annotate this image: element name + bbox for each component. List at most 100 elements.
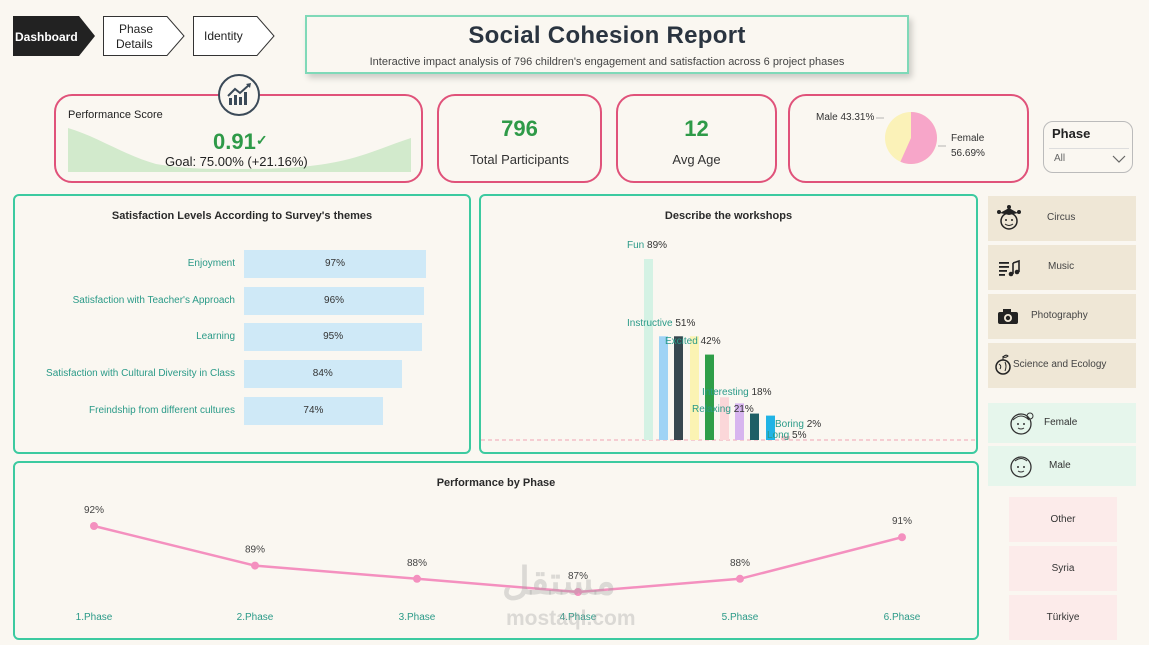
phase-axis-label: 5.Phase bbox=[722, 612, 759, 623]
nav-identity-button[interactable]: Identity bbox=[193, 16, 275, 56]
workshop-bar[interactable] bbox=[781, 435, 790, 440]
filter-science-button[interactable]: Science and Ecology bbox=[988, 343, 1136, 388]
performance-score-label: Performance Score bbox=[68, 109, 163, 121]
pie-male-label: Male 43.31% bbox=[816, 112, 875, 123]
filter-music-label: Music bbox=[1048, 261, 1075, 272]
phase-value-label: 91% bbox=[892, 516, 912, 527]
nav-phase-details-label-2: Details bbox=[116, 37, 153, 51]
phase-point[interactable] bbox=[90, 522, 98, 530]
nav-phase-details-label-1: Phase bbox=[119, 22, 154, 36]
nav-dashboard-button[interactable]: Dashboard bbox=[13, 16, 95, 56]
workshop-label: Fun 89% bbox=[627, 240, 667, 251]
filter-female-button[interactable]: Female bbox=[988, 403, 1136, 443]
filter-female-label: Female bbox=[1044, 417, 1078, 428]
phase-value-label: 92% bbox=[84, 505, 104, 516]
eco-globe-icon bbox=[995, 354, 1011, 375]
total-participants-value: 796 bbox=[501, 116, 538, 141]
workshop-label: Boring 2% bbox=[775, 419, 821, 430]
phase-axis-label: 2.Phase bbox=[237, 612, 274, 623]
satisfaction-bar[interactable]: 84% bbox=[244, 360, 402, 389]
filter-other-button[interactable]: Other bbox=[1009, 497, 1117, 542]
report-header: Social Cohesion Report Interactive impac… bbox=[305, 15, 909, 74]
filter-circus-button[interactable]: Circus bbox=[988, 196, 1136, 241]
phase-value-label: 88% bbox=[730, 558, 750, 569]
pie-female-label: Female bbox=[951, 133, 985, 144]
filter-other-label: Other bbox=[1050, 514, 1076, 525]
satisfaction-row-label: Satisfaction with Cultural Diversity in … bbox=[46, 368, 235, 380]
phase-axis-label: 4.Phase bbox=[560, 612, 597, 623]
filter-music-button[interactable]: Music bbox=[988, 245, 1136, 290]
filter-syria-button[interactable]: Syria bbox=[1009, 546, 1117, 591]
workshop-label: Interesting 18% bbox=[702, 387, 772, 398]
avg-age-value: 12 bbox=[684, 116, 709, 141]
workshop-bar[interactable] bbox=[674, 336, 683, 440]
workshop-bar[interactable] bbox=[735, 403, 744, 440]
performance-sparkline bbox=[68, 128, 411, 172]
trend-chart-icon bbox=[218, 74, 260, 116]
avg-age-card: 12 Avg Age bbox=[616, 94, 777, 183]
phase-point[interactable] bbox=[413, 574, 421, 583]
watermark-arabic: مستقل bbox=[502, 561, 616, 603]
phase-point[interactable] bbox=[574, 588, 582, 596]
total-participants-label: Total Participants bbox=[470, 152, 569, 167]
workshops-panel: Describe the workshops Fun 89% Instructiv… bbox=[479, 194, 978, 454]
phase-line bbox=[93, 524, 903, 594]
workshops-bar-chart: Fun 89% Instructive 51% Excited 42% Interes… bbox=[481, 240, 976, 441]
filter-syria-label: Syria bbox=[1051, 563, 1075, 574]
filter-male-label: Male bbox=[1049, 460, 1071, 471]
satisfaction-bar[interactable]: 96% bbox=[244, 286, 425, 315]
phase-slicer-value: All bbox=[1054, 153, 1066, 164]
workshops-title: Describe the workshops bbox=[664, 210, 793, 222]
phase-value-label: 89% bbox=[245, 545, 265, 556]
filter-photography-button[interactable]: Photography bbox=[988, 294, 1136, 339]
nav-phase-details-button[interactable]: Phase Details bbox=[103, 16, 185, 56]
phase-axis-label: 6.Phase bbox=[884, 612, 921, 623]
workshop-bar[interactable] bbox=[720, 397, 729, 440]
satisfaction-bar[interactable]: 95% bbox=[244, 323, 423, 352]
workshop-bar[interactable] bbox=[644, 259, 653, 440]
satisfaction-panel: Satisfaction Levels According to Survey'… bbox=[13, 194, 471, 454]
workshop-label: Excited 42% bbox=[665, 336, 721, 347]
music-icon bbox=[999, 259, 1020, 277]
avg-age-label: Avg Age bbox=[672, 152, 721, 167]
phase-point[interactable] bbox=[736, 574, 744, 583]
phase-line-chart: 92% 1.Phase 89% 2.Phase 88% 3.Phase 87% 4.Phase… bbox=[76, 505, 921, 623]
satisfaction-row-label: Satisfaction with Teacher's Approach bbox=[72, 294, 235, 306]
satisfaction-row-label: Enjoyment bbox=[187, 258, 235, 269]
filter-turkiye-label: Türkiye bbox=[1046, 612, 1080, 623]
workshop-bar[interactable] bbox=[750, 413, 759, 440]
phase-point[interactable] bbox=[898, 533, 906, 542]
phase-axis-label: 1.Phase bbox=[76, 612, 113, 623]
satisfaction-bar[interactable]: 74% bbox=[244, 396, 383, 425]
gender-distribution-card: Male 43.31% Female 56.69% bbox=[788, 94, 1029, 183]
satisfaction-bar[interactable]: 97% bbox=[244, 250, 426, 278]
phase-performance-title: Performance by Phase bbox=[436, 477, 556, 489]
filter-circus-label: Circus bbox=[1047, 212, 1076, 223]
workshop-bar[interactable] bbox=[766, 415, 775, 440]
phase-slicer[interactable]: Phase All bbox=[1043, 121, 1133, 173]
filter-turkiye-button[interactable]: Türkiye bbox=[1009, 595, 1117, 640]
camera-icon bbox=[998, 309, 1018, 324]
workshop-bar[interactable] bbox=[705, 354, 714, 440]
phase-slicer-title: Phase bbox=[1052, 126, 1091, 141]
performance-score-value-wrap: 0.91✓ bbox=[213, 129, 268, 155]
boy-face-icon bbox=[1010, 456, 1032, 478]
phase-axis-label: 3.Phase bbox=[399, 612, 436, 623]
workshop-label: Relaxing 21% bbox=[692, 404, 754, 415]
satisfaction-title: Satisfaction Levels According to Survey'… bbox=[111, 210, 373, 222]
workshop-bar[interactable] bbox=[659, 336, 668, 440]
filter-male-button[interactable]: Male bbox=[988, 446, 1136, 486]
jester-icon bbox=[997, 205, 1021, 230]
girl-face-icon bbox=[1010, 412, 1034, 435]
performance-score-value: 0.91 bbox=[213, 129, 256, 154]
satisfaction-row-label: Learning bbox=[196, 331, 235, 343]
page-subtitle: Interactive impact analysis of 796 child… bbox=[369, 56, 845, 68]
filter-science-label: Science and Ecology bbox=[1013, 359, 1107, 370]
total-participants-card: 796 Total Participants bbox=[437, 94, 602, 183]
phase-dropdown[interactable] bbox=[1049, 148, 1129, 170]
pie-slice-female bbox=[900, 112, 937, 164]
phase-point[interactable] bbox=[251, 561, 259, 570]
workshop-bar[interactable] bbox=[690, 336, 699, 440]
chevron-down-icon[interactable] bbox=[1112, 154, 1126, 164]
checkmark-icon: ✓ bbox=[255, 132, 268, 148]
